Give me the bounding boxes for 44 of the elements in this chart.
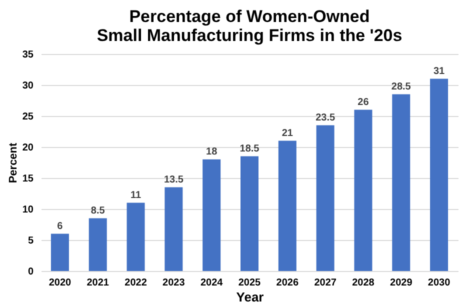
x-tick-label: 2020 <box>48 278 72 288</box>
data-label: 23.5 <box>316 112 336 124</box>
bar <box>50 234 69 271</box>
x-tick-label: 2021 <box>86 278 110 288</box>
bar <box>392 94 410 271</box>
bar <box>88 218 107 271</box>
y-tick-label: 15 <box>22 174 34 184</box>
x-tick-label: 2025 <box>238 278 262 288</box>
x-tick-label: 2030 <box>428 278 451 288</box>
x-tick-label: 2027 <box>314 278 337 288</box>
bar <box>202 159 221 271</box>
y-tick-label: 30 <box>22 80 34 92</box>
data-label: 21 <box>282 128 294 139</box>
y-tick-label: 5 <box>28 236 34 246</box>
data-label: 13.5 <box>164 174 184 186</box>
bar <box>164 187 183 271</box>
bar <box>278 140 296 271</box>
y-tick-label: 10 <box>22 204 34 216</box>
data-label: 11 <box>130 190 142 201</box>
y-tick-label: 35 <box>22 50 34 60</box>
bar <box>316 125 334 271</box>
data-label: 18 <box>206 146 218 158</box>
data-label: 26 <box>358 96 370 108</box>
data-label: 18.5 <box>240 143 260 154</box>
bar <box>126 202 145 271</box>
x-tick-label: 2029 <box>390 278 413 288</box>
bar <box>430 78 448 271</box>
y-tick-label: 25 <box>22 112 34 122</box>
bar <box>354 110 372 271</box>
data-label: 8.5 <box>90 205 106 216</box>
chart-title: Percentage of Women-Owned Small Manufacturing Firms in the '20s <box>96 7 402 45</box>
x-tick-label: 2022 <box>124 278 148 288</box>
x-tick-label: 2024 <box>200 278 224 288</box>
data-label: 6 <box>57 220 64 232</box>
y-tick-label: 20 <box>22 142 34 154</box>
y-axis-title: Percent <box>7 142 20 184</box>
x-tick-label: 2026 <box>276 278 299 288</box>
data-label: 28.5 <box>391 81 412 92</box>
y-tick-label: 0 <box>28 266 34 278</box>
bar <box>240 156 258 271</box>
data-label: 31 <box>433 66 446 77</box>
x-tick-label: 2023 <box>162 278 186 288</box>
x-axis-title: Year <box>236 290 264 304</box>
x-tick-label: 2028 <box>352 278 375 288</box>
